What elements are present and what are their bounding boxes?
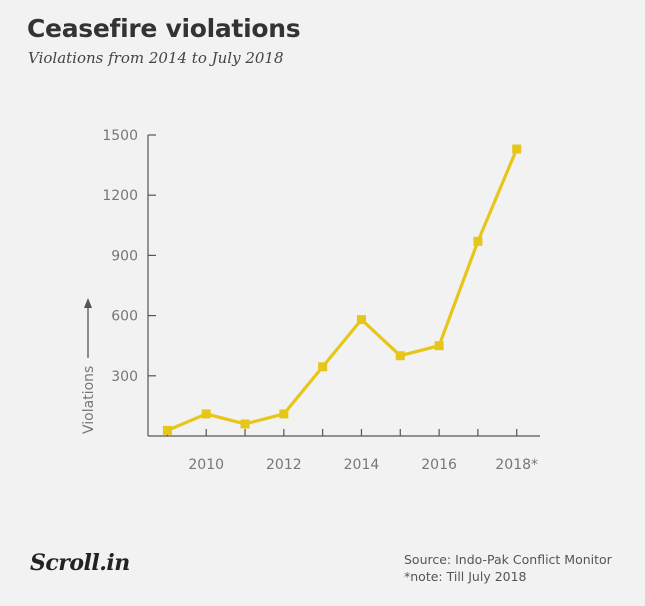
chart-axes: 300 600 900 1200 1500 2010 2012 2014 2016 2018* [102,128,540,473]
y-tick-label: 900 [111,248,138,264]
data-point [356,315,366,325]
x-tick-label: 2016 [421,457,457,473]
y-tick-label: 1500 [102,128,138,144]
source-block: Source: Indo-Pak Conflict Monitor *note:… [404,551,612,585]
chart-title: Ceasefire violations [27,14,301,43]
x-tick-label: 2018* [495,457,538,473]
y-axis-arrow-head [84,298,92,308]
scroll-logo: Scroll.in [30,550,130,576]
x-tick-label: 2010 [188,457,224,473]
data-point [162,425,172,435]
data-point [434,341,444,351]
series-line [165,147,519,432]
y-tick-label: 600 [111,309,138,325]
data-point [279,409,289,419]
data-point [395,351,405,361]
y-axis-label-group: Violations [81,298,97,434]
line-chart: 300 600 900 1200 1500 2010 2012 2014 2016 2018* V… [81,128,540,473]
source-text: Source: Indo-Pak Conflict Monitor [404,552,612,567]
note-text: *note: Till July 2018 [404,569,527,584]
y-tick-label: 300 [111,369,138,385]
data-point [473,236,483,246]
x-tick-label: 2014 [344,457,380,473]
data-point [201,409,211,419]
y-axis-label: Violations [81,366,97,434]
chart-subtitle: Violations from 2014 to July 2018 [28,49,284,67]
y-tick-label: 1200 [102,188,138,204]
series-layer [162,144,522,435]
data-point [240,419,250,429]
data-point [512,144,522,154]
data-point [318,362,328,372]
x-tick-label: 2012 [266,457,302,473]
